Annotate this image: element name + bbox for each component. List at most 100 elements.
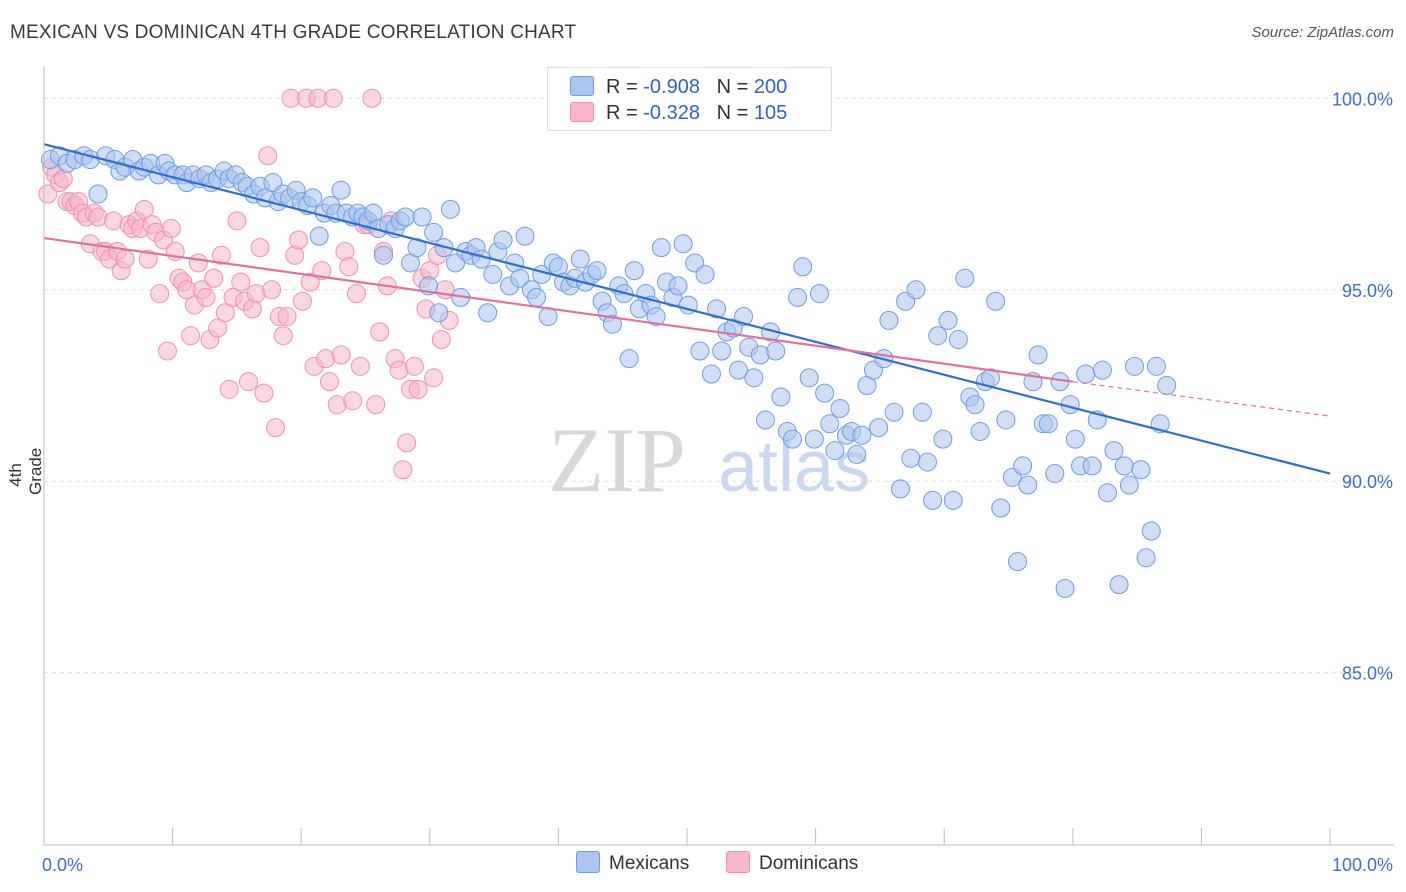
mexican-point	[493, 230, 513, 250]
dominican-point	[404, 356, 424, 376]
dominican-point	[366, 395, 386, 415]
mexican-point	[707, 299, 727, 319]
mexican-point	[734, 307, 754, 327]
dominican-point	[343, 391, 363, 411]
series-legend: Mexicans Dominicans	[0, 851, 1406, 877]
mexican-point	[744, 368, 764, 388]
dominican-point	[161, 218, 181, 238]
mexican-point	[820, 414, 840, 434]
mexican-point	[1109, 575, 1129, 595]
mexican-point	[701, 364, 721, 384]
legend-item-mexicans[interactable]: Mexicans	[576, 851, 689, 875]
mexican-point	[1055, 578, 1075, 598]
dominican-point	[250, 238, 270, 258]
mexican-point	[483, 264, 503, 284]
chart-title: MEXICAN VS DOMINICAN 4TH GRADE CORRELATI…	[10, 22, 577, 43]
mexican-point	[1157, 375, 1177, 395]
mexican-point	[852, 425, 872, 445]
dominicans-trend-line	[43, 236, 1073, 383]
mexican-point	[766, 341, 786, 361]
dominican-point	[331, 345, 351, 365]
mexican-point	[668, 276, 688, 296]
dominican-point	[346, 284, 366, 304]
mexican-point	[1082, 456, 1102, 476]
dominican-point	[134, 199, 154, 219]
legend-n-label: N =	[716, 102, 749, 124]
mexican-point	[1008, 552, 1028, 572]
mexican-point	[424, 222, 444, 242]
dominican-point	[393, 460, 413, 480]
dominican-point	[157, 341, 177, 361]
correlation-legend: R = -0.908 N = 200 R = -0.328 N = 105	[547, 67, 832, 131]
mexican-point	[440, 199, 460, 219]
mexican-point	[527, 287, 547, 307]
legend-n-label: N =	[716, 76, 749, 98]
chart-source: Source: ZipAtlas.com	[1251, 24, 1394, 41]
mexican-point	[923, 490, 943, 510]
x-tick-label: 100.0%	[1332, 855, 1393, 875]
mexican-point	[809, 284, 829, 304]
mexican-point	[782, 429, 802, 449]
mexicans-trend-line	[43, 143, 1331, 475]
mexican-point	[901, 448, 921, 468]
mexican-point	[917, 452, 937, 472]
mexican-point	[331, 180, 351, 200]
mexican-point	[1018, 475, 1038, 495]
mexican-point	[1045, 464, 1065, 484]
mexican-point	[728, 360, 748, 380]
dominican-point	[431, 330, 451, 350]
mexican-point	[624, 261, 644, 281]
dominican-point	[262, 280, 282, 300]
mexican-point	[515, 226, 535, 246]
dominican-point	[181, 326, 201, 346]
dominican-point	[150, 284, 170, 304]
legend-item-dominicans[interactable]: Dominicans	[726, 851, 858, 875]
mexican-point	[303, 188, 323, 208]
mexican-point	[1114, 456, 1134, 476]
mexican-point	[938, 310, 958, 330]
legend-row-dominicans: R = -0.328 N = 105	[570, 102, 787, 126]
mexican-point	[1136, 548, 1156, 568]
mexican-point	[429, 303, 449, 323]
dominican-point	[38, 184, 58, 204]
mexican-point	[1146, 356, 1166, 376]
y-tick-label: 95.0%	[1342, 281, 1393, 301]
mexican-point	[869, 418, 889, 438]
mexican-point	[970, 421, 990, 441]
mexican-point	[673, 234, 693, 254]
mexican-point	[991, 498, 1011, 518]
mexican-point	[884, 402, 904, 422]
mexican-point	[1098, 483, 1118, 503]
mexican-point	[695, 264, 715, 284]
dominican-point	[208, 318, 228, 338]
dominican-point	[350, 356, 370, 376]
mexican-point	[374, 245, 394, 265]
mexican-point	[88, 184, 108, 204]
axes	[43, 66, 1394, 846]
tick-labels: 85.0% 90.0% 95.0% 100.0% 0.0% 100.0%	[42, 89, 1393, 875]
mexican-point	[1125, 356, 1145, 376]
mexican-point	[471, 249, 491, 269]
dominican-point	[273, 326, 293, 346]
dominican-point	[219, 379, 239, 399]
dominican-point	[227, 211, 247, 231]
mexican-point	[646, 307, 666, 327]
legend-r-value: -0.908	[643, 76, 700, 98]
dominican-point	[204, 268, 224, 288]
dominican-point	[319, 372, 339, 392]
dominican-point	[258, 146, 278, 166]
dominican-point	[265, 418, 285, 438]
mexican-point	[587, 261, 607, 281]
y-tick-label: 100.0%	[1332, 89, 1393, 109]
legend-r-value: -0.328	[643, 102, 700, 124]
trend-lines	[43, 143, 1331, 475]
dominican-point	[238, 372, 258, 392]
mexican-point	[1104, 441, 1124, 461]
dominican-point	[277, 307, 297, 327]
mexican-point	[1131, 460, 1151, 480]
legend-r-label: R =	[606, 76, 638, 98]
mexican-point	[804, 429, 824, 449]
mexican-point	[788, 287, 808, 307]
legend-n-value: 105	[753, 102, 788, 124]
mexican-point	[1038, 414, 1058, 434]
